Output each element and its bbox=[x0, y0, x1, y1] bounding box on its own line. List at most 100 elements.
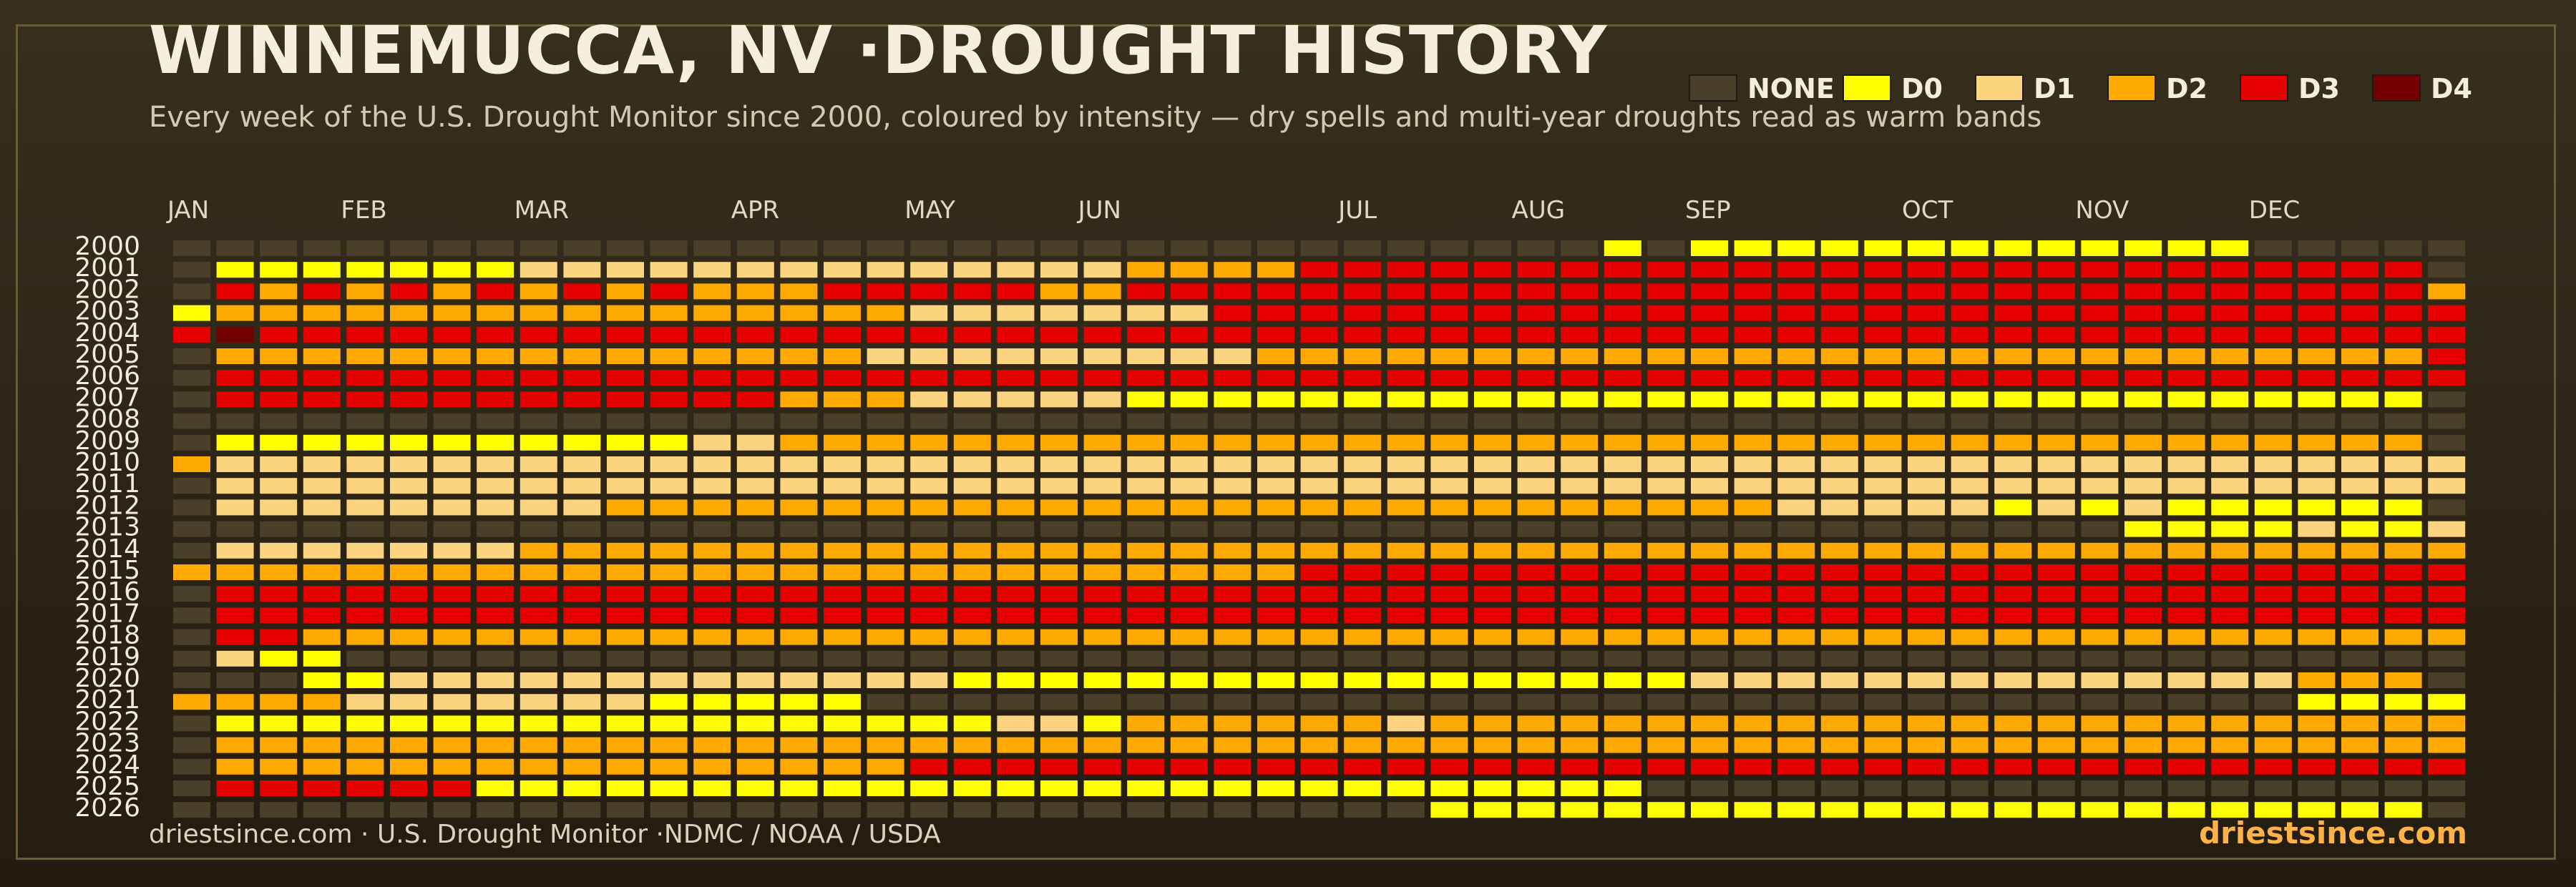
week-cell-2013-48 bbox=[2211, 521, 2249, 537]
week-cell-2006-14 bbox=[736, 370, 774, 386]
week-cell-2024-26 bbox=[1257, 758, 1294, 775]
week-cell-2022-8 bbox=[477, 715, 514, 732]
week-cell-2018-12 bbox=[650, 629, 688, 645]
week-cell-2000-36 bbox=[1691, 240, 1728, 256]
week-cell-2012-50 bbox=[2298, 499, 2336, 516]
week-cell-2004-50 bbox=[2298, 326, 2336, 343]
week-cell-2001-30 bbox=[1430, 262, 1468, 278]
week-cell-2013-46 bbox=[2124, 521, 2162, 537]
week-cell-2003-5 bbox=[346, 305, 384, 321]
week-cell-2001-39 bbox=[1820, 262, 1858, 278]
week-cell-2016-16 bbox=[824, 586, 861, 602]
week-cell-2010-52 bbox=[2384, 456, 2422, 472]
week-cell-2006-8 bbox=[477, 370, 514, 386]
week-cell-2002-53 bbox=[2428, 283, 2466, 300]
week-cell-2015-19 bbox=[953, 564, 991, 580]
week-cell-2015-16 bbox=[824, 564, 861, 580]
week-cell-2023-1 bbox=[173, 737, 210, 753]
week-cell-2000-27 bbox=[1300, 240, 1338, 256]
week-cell-2017-2 bbox=[216, 607, 254, 624]
week-cell-2002-34 bbox=[1604, 283, 1641, 300]
week-cell-2023-39 bbox=[1820, 737, 1858, 753]
week-cell-2007-2 bbox=[216, 391, 254, 408]
week-cell-2016-50 bbox=[2298, 586, 2336, 602]
week-cell-2018-32 bbox=[1517, 629, 1555, 645]
week-cell-2021-17 bbox=[867, 694, 904, 710]
week-cell-2020-16 bbox=[824, 672, 861, 688]
week-cell-2012-53 bbox=[2428, 499, 2466, 516]
week-cell-2003-33 bbox=[1561, 305, 1599, 321]
week-cell-2016-52 bbox=[2384, 586, 2422, 602]
week-cell-2003-29 bbox=[1387, 305, 1425, 321]
page-title: WINNEMUCCA, NV ·DROUGHT HISTORY bbox=[149, 12, 1608, 89]
week-cell-2001-37 bbox=[1734, 262, 1772, 278]
week-cell-2007-50 bbox=[2298, 391, 2336, 408]
week-cell-2024-24 bbox=[1170, 758, 1208, 775]
week-cell-2023-9 bbox=[519, 737, 557, 753]
week-cell-2021-31 bbox=[1474, 694, 1511, 710]
week-cell-2017-10 bbox=[563, 607, 601, 624]
week-cell-2008-48 bbox=[2211, 413, 2249, 429]
week-cell-2016-44 bbox=[2037, 586, 2075, 602]
week-cell-2005-3 bbox=[260, 348, 298, 364]
week-cell-2024-51 bbox=[2341, 758, 2379, 775]
week-cell-2024-12 bbox=[650, 758, 688, 775]
week-cell-2020-39 bbox=[1820, 672, 1858, 688]
week-cell-2015-21 bbox=[1040, 564, 1078, 580]
week-cell-2022-49 bbox=[2254, 715, 2292, 732]
week-cell-2010-30 bbox=[1430, 456, 1468, 472]
week-cell-2018-3 bbox=[260, 629, 298, 645]
week-cell-2010-49 bbox=[2254, 456, 2292, 472]
week-cell-2014-44 bbox=[2037, 542, 2075, 559]
week-cell-2026-1 bbox=[173, 802, 210, 818]
week-cell-2020-43 bbox=[1994, 672, 2032, 688]
week-cell-2011-12 bbox=[650, 478, 688, 494]
week-cell-2006-42 bbox=[1951, 370, 1989, 386]
week-cell-2023-8 bbox=[477, 737, 514, 753]
week-cell-2013-32 bbox=[1517, 521, 1555, 537]
week-cell-2013-8 bbox=[477, 521, 514, 537]
week-cell-2012-24 bbox=[1170, 499, 1208, 516]
week-cell-2005-1 bbox=[173, 348, 210, 364]
week-cell-2004-25 bbox=[1214, 326, 1252, 343]
year-label-2019: 2019 bbox=[74, 642, 140, 672]
week-cell-2016-38 bbox=[1777, 586, 1815, 602]
week-cell-2016-23 bbox=[1127, 586, 1165, 602]
week-cell-2002-42 bbox=[1951, 283, 1989, 300]
week-cell-2018-29 bbox=[1387, 629, 1425, 645]
week-cell-2024-36 bbox=[1691, 758, 1728, 775]
week-cell-2004-21 bbox=[1040, 326, 1078, 343]
week-cell-2012-47 bbox=[2167, 499, 2205, 516]
week-cell-2017-33 bbox=[1561, 607, 1599, 624]
week-cell-2000-9 bbox=[519, 240, 557, 256]
week-cell-2011-34 bbox=[1604, 478, 1641, 494]
week-cell-2013-41 bbox=[1908, 521, 1945, 537]
week-cell-2009-12 bbox=[650, 434, 688, 451]
week-cell-2024-1 bbox=[173, 758, 210, 775]
week-cell-2012-1 bbox=[173, 499, 210, 516]
month-label-jul: JUL bbox=[1337, 196, 1377, 225]
week-cell-2010-20 bbox=[997, 456, 1035, 472]
week-cell-2022-38 bbox=[1777, 715, 1815, 732]
week-cell-2010-3 bbox=[260, 456, 298, 472]
week-cell-2023-41 bbox=[1908, 737, 1945, 753]
week-cell-2006-25 bbox=[1214, 370, 1252, 386]
week-cell-2018-13 bbox=[693, 629, 731, 645]
week-cell-2021-19 bbox=[953, 694, 991, 710]
week-cell-2021-9 bbox=[519, 694, 557, 710]
week-cell-2008-37 bbox=[1734, 413, 1772, 429]
week-cell-2004-7 bbox=[433, 326, 471, 343]
week-cell-2011-5 bbox=[346, 478, 384, 494]
week-cell-2004-8 bbox=[477, 326, 514, 343]
week-cell-2011-15 bbox=[780, 478, 818, 494]
week-cell-2005-38 bbox=[1777, 348, 1815, 364]
week-cell-2015-50 bbox=[2298, 564, 2336, 580]
week-cell-2023-26 bbox=[1257, 737, 1294, 753]
week-cell-2021-52 bbox=[2384, 694, 2422, 710]
week-cell-2015-47 bbox=[2167, 564, 2205, 580]
week-cell-2002-40 bbox=[1864, 283, 1902, 300]
year-label-2012: 2012 bbox=[74, 491, 140, 520]
week-cell-2015-8 bbox=[477, 564, 514, 580]
year-label-2011: 2011 bbox=[74, 469, 140, 499]
week-cell-2021-32 bbox=[1517, 694, 1555, 710]
